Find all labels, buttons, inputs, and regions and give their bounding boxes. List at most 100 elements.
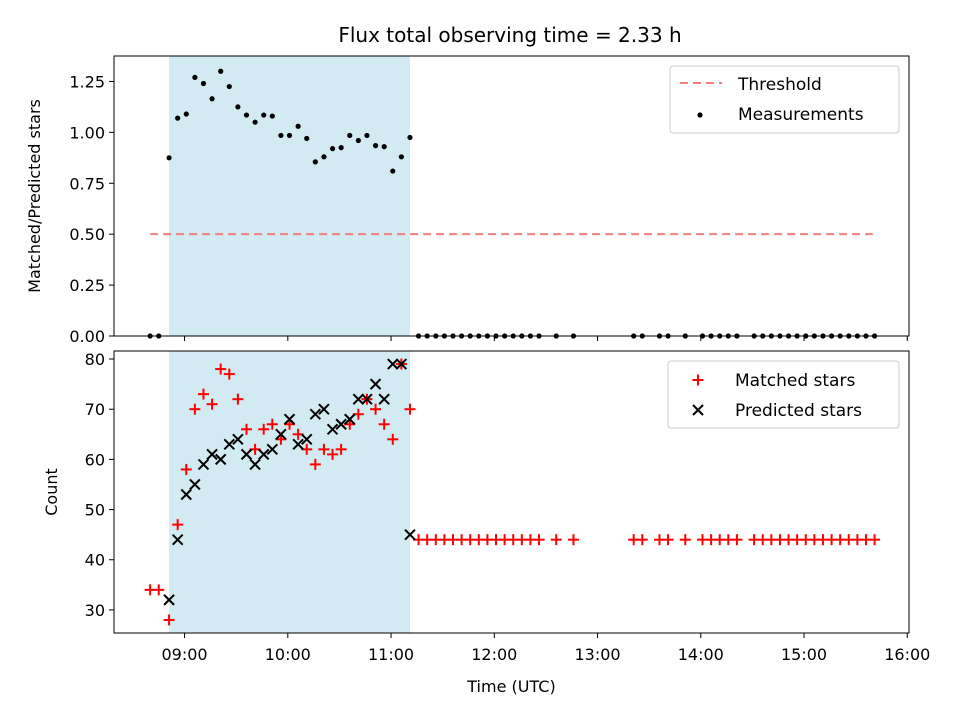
matched-star-point [172, 519, 184, 531]
legend-box-top [669, 65, 900, 134]
matched-star-point [378, 418, 390, 430]
y-tick-label: 70 [85, 400, 105, 419]
matched-star-point [206, 398, 218, 410]
matched-star-point [215, 363, 227, 375]
x-tick-label: 10:00 [265, 645, 311, 664]
matched-star-point [567, 534, 579, 546]
matched-star-point [163, 614, 175, 626]
measurement-point [381, 144, 387, 150]
y-axis-ticks-bottom: 30 40 50 60 70 80 [85, 350, 114, 620]
matched-star-point [533, 534, 545, 546]
measurement-point [398, 154, 404, 160]
predicted-star-point [301, 433, 313, 446]
predicted-star-point [283, 413, 296, 425]
measurement-point [407, 134, 413, 141]
measurement-point [329, 146, 336, 152]
matched-star-point [869, 534, 881, 546]
y-tick-label: 80 [85, 350, 105, 369]
ratio-panel: 0.00 0.25 0.50 0.75 1.00 1.25 Matched/Predict… [25, 55, 910, 346]
measurement-point [200, 80, 207, 87]
legend-predicted-label: Predicted stars [735, 401, 862, 421]
measurement-point [321, 154, 327, 160]
predicted-star-point [378, 393, 390, 405]
y-tick-label: 0.75 [69, 174, 105, 193]
predicted-star-point [197, 458, 210, 471]
matched-star-point [550, 534, 562, 546]
matched-star-point [636, 534, 648, 546]
y-tick-label: 0.50 [69, 225, 105, 244]
y-axis-ticks-top: 0.00 0.25 0.50 0.75 1.00 1.25 [69, 72, 114, 346]
measurement-point [312, 159, 318, 165]
y-tick-label: 1.00 [69, 123, 105, 142]
predicted-star-point [223, 438, 235, 451]
measurement-point [226, 83, 232, 90]
legend-bottom: Matched stars Predicted stars [667, 360, 900, 429]
predicted-stars-points [163, 358, 416, 606]
measurement-point [269, 113, 275, 119]
x-tick-label: 11:00 [368, 645, 414, 664]
y-tick-label: 60 [85, 450, 105, 469]
matched-star-point [370, 403, 382, 415]
matched-star-point [241, 423, 252, 435]
predicted-star-point [326, 423, 339, 435]
x-axis-ticks-top [184, 336, 908, 341]
matched-star-point [335, 443, 347, 455]
matched-star-point [266, 418, 278, 430]
matched-star-point [327, 448, 339, 460]
measurement-point [243, 112, 250, 118]
measurement-point [295, 123, 301, 129]
matched-star-point [318, 443, 330, 455]
predicted-star-point [163, 594, 175, 606]
measurement-point [209, 96, 215, 102]
measurement-point [278, 132, 284, 139]
legend-box-bottom [667, 360, 900, 429]
measurement-point [304, 135, 310, 142]
legend-matched-label: Matched stars [735, 371, 855, 391]
x-axis-ticks-bottom: 09:00 10:00 11:00 12:00 13:00 14:00 15:00 16:00 [161, 633, 930, 664]
predicted-star-point [240, 448, 253, 461]
x-tick-label: 13:00 [574, 645, 620, 664]
y-tick-label: 0.00 [69, 327, 105, 346]
x-tick-label: 12:00 [471, 645, 517, 664]
x-tick-label: 15:00 [781, 645, 827, 664]
predicted-star-point [180, 488, 192, 501]
measurement-point [235, 104, 241, 110]
legend-predicted-swatch [692, 404, 704, 416]
measurement-point [347, 132, 353, 139]
x-tick-label: 16:00 [884, 645, 930, 664]
predicted-star-point [318, 403, 330, 415]
matched-star-point [404, 403, 416, 415]
measurement-point [372, 143, 379, 149]
measurement-point [390, 168, 396, 174]
y-axis-label-bottom: Count [42, 468, 61, 516]
predicted-star-point [189, 478, 201, 491]
predicted-star-point [309, 408, 322, 420]
legend-threshold-label: Threshold [737, 75, 822, 95]
measurement-point [218, 68, 224, 74]
y-tick-label: 0.25 [69, 276, 105, 295]
predicted-star-point [404, 528, 416, 541]
predicted-star-point [275, 428, 287, 441]
measurement-point [261, 112, 267, 118]
predicted-star-point [361, 393, 373, 405]
measurement-point [286, 132, 293, 139]
predicted-star-point [258, 448, 270, 461]
predicted-star-point [214, 453, 227, 466]
predicted-star-point [335, 418, 347, 430]
matched-stars-points [144, 358, 881, 626]
measurement-point [355, 137, 361, 144]
matched-star-point [223, 368, 235, 380]
measurement-point [183, 111, 189, 117]
matched-star-point [197, 388, 209, 400]
x-tick-label: 09:00 [161, 645, 207, 664]
matched-star-point [180, 463, 192, 475]
y-axis-label-top: Matched/Predicted stars [25, 99, 44, 293]
measurement-point [252, 119, 258, 125]
axes-frame-bottom [113, 350, 910, 634]
legend-measurement-swatch [697, 112, 703, 118]
matched-star-point [679, 534, 691, 546]
predicted-star-point [369, 378, 382, 390]
count-panel: 30 40 50 60 70 80 09:00 10:00 11:00 12:00 13:00 14… [42, 350, 930, 696]
predicted-star-point [387, 358, 399, 370]
y-tick-label: 40 [85, 551, 105, 570]
